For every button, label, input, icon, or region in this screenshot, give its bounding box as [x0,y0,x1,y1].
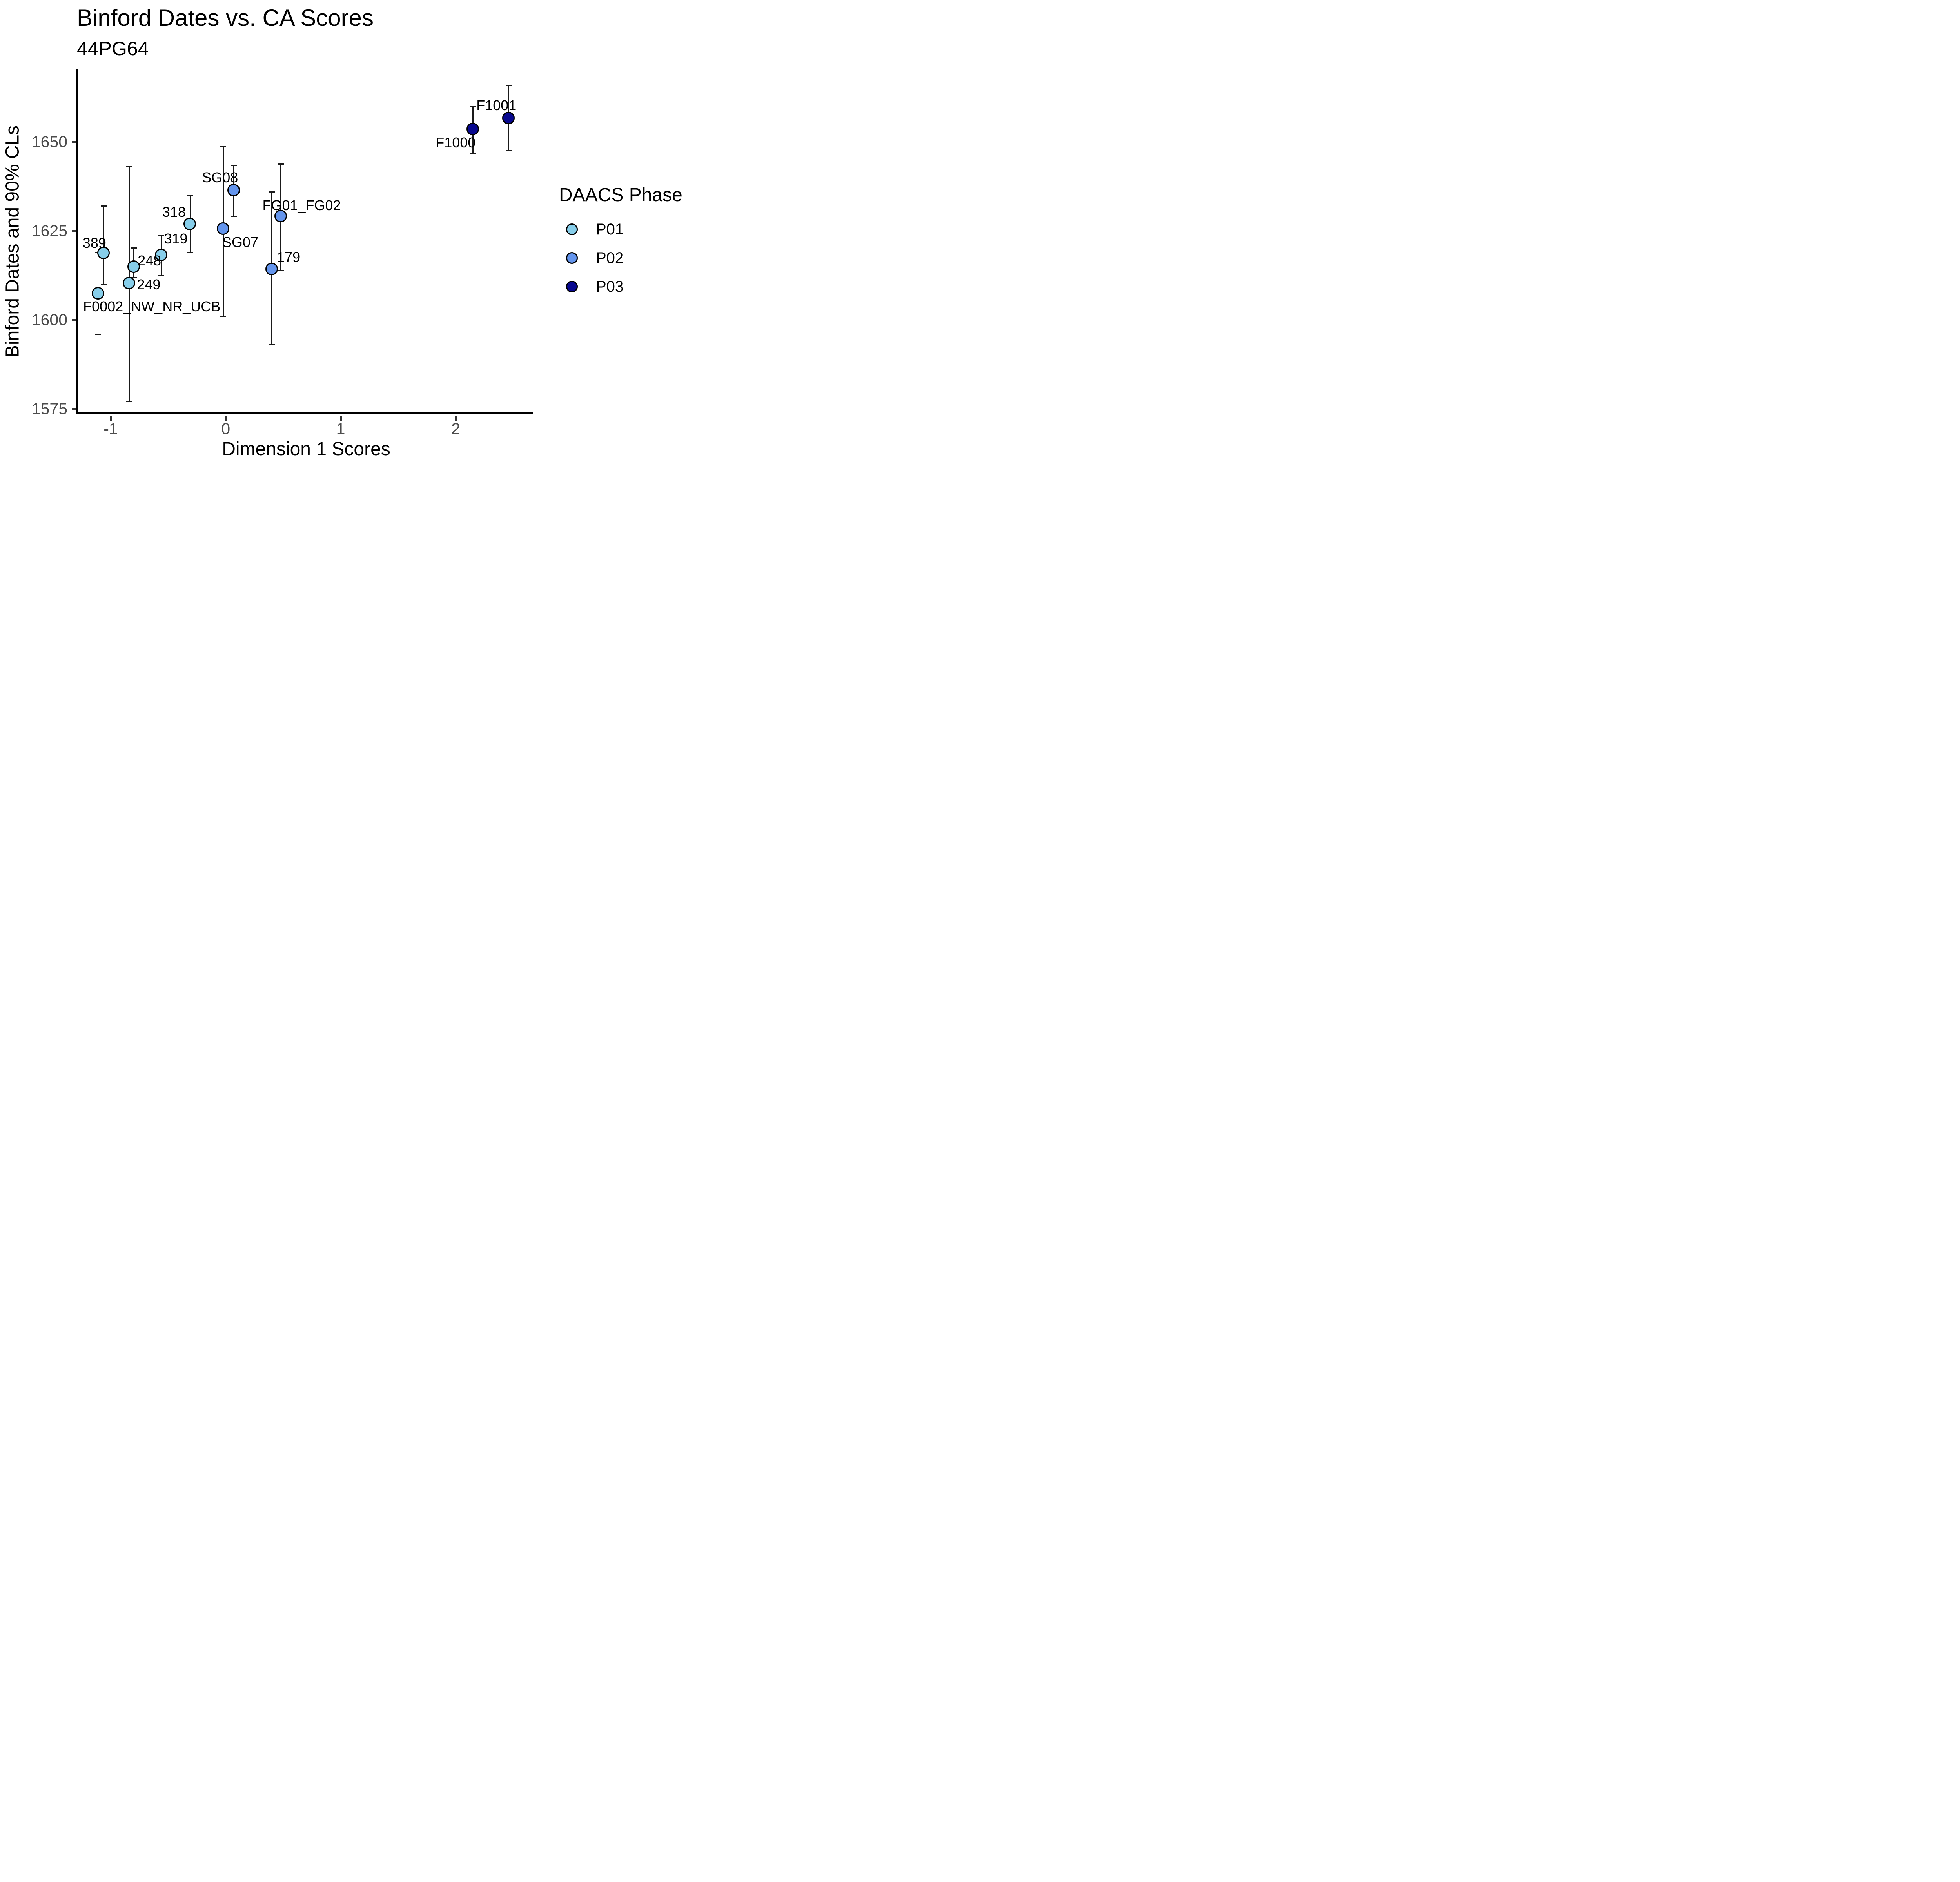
data-point-248 [127,260,140,273]
data-point-F0002_NW_NR_UCB [91,287,104,300]
y-tick-label: 1625 [31,222,67,240]
error-bar-cap-bottom-F0002_NW_NR_UCB [95,333,101,335]
x-tick [339,416,342,421]
legend-label-P02: P02 [596,249,624,267]
error-bar-cap-bottom-179 [269,344,275,346]
legend-swatch-P03 [566,281,578,292]
y-axis-title: Binford Dates and 90% CLs [2,125,23,358]
error-bar-cap-bottom-F1000 [470,153,476,154]
legend-item-P03: P03 [566,278,624,295]
chart-title: Binford Dates vs. CA Scores [77,5,374,31]
error-bar-cap-top-389 [101,205,107,207]
error-bar-cap-bottom-SG07 [220,316,227,317]
error-bar-cap-bottom-249 [126,401,132,403]
point-label-F1001: F1001 [476,97,517,114]
data-point-SG07 [217,222,230,235]
error-bar-cap-top-SG07 [220,145,227,147]
point-label-F1000: F1000 [436,134,476,151]
point-label-389: 389 [82,235,106,251]
error-bar-cap-top-FG01_FG02 [278,163,284,165]
legend-title: DAACS Phase [559,185,682,205]
x-tick [225,416,227,421]
legend-label-P01: P01 [596,220,624,238]
point-label-SG08: SG08 [202,169,238,185]
error-bar-cap-bottom-F1001 [505,150,512,152]
point-label-F0002_NW_NR_UCB: F0002_NW_NR_UCB [83,298,221,314]
error-bar-cap-top-248 [131,247,137,249]
plot-panel [75,69,533,414]
error-bar-cap-bottom-SG08 [230,216,237,218]
chart-subtitle: 44PG64 [77,38,149,60]
data-point-179 [265,262,278,275]
x-axis-title: Dimension 1 Scores [222,439,390,460]
error-bar-cap-top-318 [187,194,193,196]
y-tick [71,319,76,321]
legend-label-P03: P03 [596,278,624,295]
legend-item-P01: P01 [566,220,624,238]
x-tick-label: 2 [451,420,460,438]
x-tick-label: -1 [103,420,118,438]
x-tick [454,416,457,421]
y-tick [71,230,76,232]
y-tick [71,408,76,410]
error-bar-cap-bottom-389 [101,283,107,285]
error-bar-389 [103,206,105,285]
legend-swatch-P01 [566,223,578,235]
data-point-FG01_FG02 [274,210,287,223]
chart: Binford Dates vs. CA Scores 44PG64 -1 0 1 2… [0,0,706,470]
point-label-FG01_FG02: FG01_FG02 [262,197,341,213]
data-point-SG08 [227,184,240,197]
y-tick-label: 1600 [31,311,67,329]
point-label-249: 249 [137,276,161,292]
point-label-318: 318 [162,204,186,220]
y-tick-label: 1650 [31,133,67,151]
error-bar-cap-top-179 [269,191,275,193]
error-bar-cap-top-F1001 [505,84,512,86]
x-tick-label: 0 [221,420,230,438]
legend-swatch-P02 [566,252,578,264]
error-bar-cap-bottom-318 [187,252,193,253]
y-tick-label: 1575 [31,400,67,418]
error-bar-cap-bottom-319 [158,275,164,277]
point-label-SG07: SG07 [222,234,258,250]
x-tick-label: 1 [336,420,345,438]
error-bar-cap-bottom-FG01_FG02 [278,269,284,271]
error-bar-cap-top-SG08 [230,165,237,166]
data-point-F1000 [466,123,479,136]
data-point-319 [155,249,167,262]
data-point-F1001 [502,111,515,124]
legend-item-P02: P02 [566,249,624,267]
data-point-249 [122,277,135,290]
x-tick [109,416,112,421]
point-label-248: 248 [138,252,162,269]
data-point-389 [97,246,110,259]
error-bar-cap-top-249 [126,166,132,168]
point-label-319: 319 [164,230,188,247]
error-bar-cap-top-F1000 [470,106,476,107]
error-bar-cap-top-319 [158,235,164,237]
y-tick [71,141,76,143]
point-label-179: 179 [277,249,301,265]
data-point-318 [183,217,196,230]
error-bar-cap-bottom-248 [131,276,137,278]
